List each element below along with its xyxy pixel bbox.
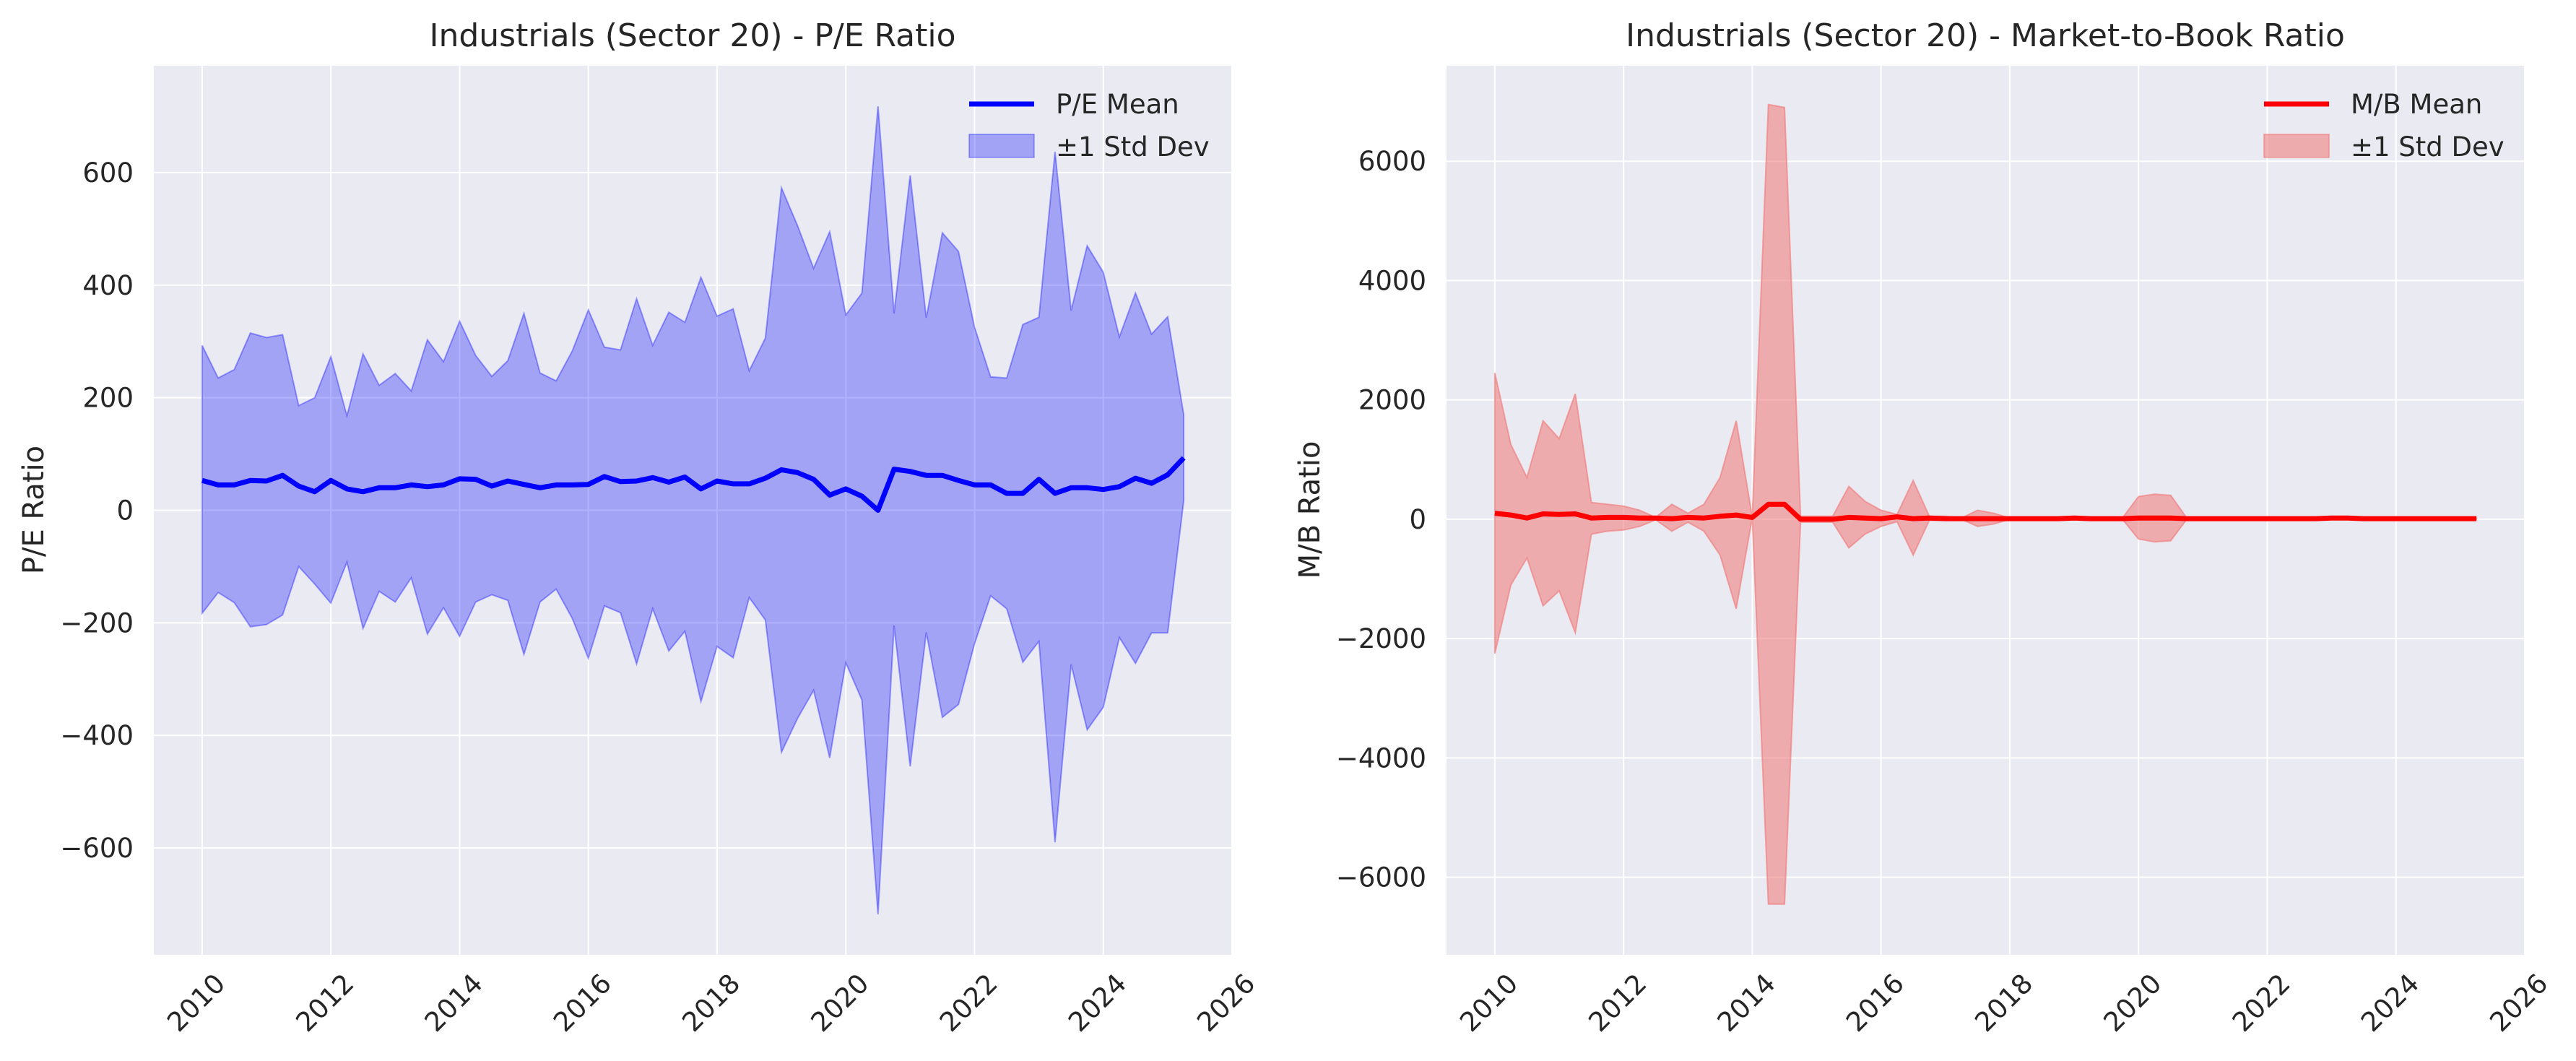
legend-label-mean: M/B Mean [2351, 89, 2482, 120]
chart-title: Industrials (Sector 20) - Market-to-Book… [1626, 17, 2345, 54]
y-axis-label: M/B Ratio [1293, 441, 1327, 579]
legend-band-swatch [2263, 134, 2330, 158]
pe-ratio-chart: 2010 2012 2014 2016 2018 2020 2022 2024 2026 −60… [17, 17, 1261, 1038]
x-tick-label: 2012 [1582, 968, 1652, 1038]
y-tick-label: −2000 [1336, 623, 1426, 654]
legend-band-swatch [968, 134, 1035, 158]
x-tick-label: 2014 [1712, 968, 1782, 1038]
legend: P/E Mean ±1 Std Dev [968, 89, 1210, 163]
y-tick-label: −4000 [1336, 742, 1426, 774]
x-tick-label: 2016 [1840, 968, 1910, 1038]
y-tick-label: 0 [116, 495, 134, 527]
x-tick-label: 2014 [419, 968, 489, 1038]
x-tick-label: 2012 [290, 968, 360, 1038]
legend-label-mean: P/E Mean [1056, 89, 1179, 120]
y-tick-label: 200 [82, 383, 134, 414]
y-tick-label: 400 [82, 270, 134, 301]
y-axis-ticks: −6000 −4000 −2000 0 2000 4000 6000 [1336, 146, 1426, 893]
legend-label-std-dev: ±1 Std Dev [2351, 131, 2505, 163]
y-tick-label: −6000 [1336, 862, 1426, 893]
grid-lines [1447, 66, 2525, 955]
x-tick-label: 2026 [1191, 968, 1261, 1038]
x-tick-label: 2020 [2098, 968, 2168, 1038]
mb-ratio-chart: 2010 2012 2014 2016 2018 2020 2022 2024 2026 −60… [1293, 17, 2554, 1038]
x-tick-label: 2020 [805, 968, 875, 1038]
y-tick-label: −400 [60, 720, 134, 751]
legend: M/B Mean ±1 Std Dev [2263, 89, 2505, 163]
y-tick-label: −200 [60, 607, 134, 638]
legend-label-std-dev: ±1 Std Dev [1056, 131, 1210, 163]
x-axis-ticks: 2010 2012 2014 2016 2018 2020 2022 2024 2026 [1454, 968, 2554, 1038]
chart-title: Industrials (Sector 20) - P/E Ratio [430, 17, 956, 54]
x-tick-label: 2018 [1969, 968, 2039, 1038]
x-tick-label: 2010 [161, 968, 231, 1038]
y-axis-label: P/E Ratio [17, 446, 51, 574]
mean-line [1494, 501, 2477, 522]
x-tick-label: 2022 [934, 968, 1004, 1038]
y-tick-label: −600 [60, 833, 134, 864]
x-tick-label: 2018 [676, 968, 746, 1038]
x-tick-label: 2026 [2484, 968, 2554, 1038]
x-axis-ticks: 2010 2012 2014 2016 2018 2020 2022 2024 2026 [161, 968, 1261, 1038]
y-tick-label: 0 [1409, 504, 1426, 535]
y-tick-label: 600 [82, 157, 134, 189]
y-tick-label: 4000 [1358, 265, 1426, 296]
y-tick-label: 2000 [1358, 385, 1426, 416]
x-tick-label: 2024 [1062, 968, 1132, 1038]
x-tick-label: 2016 [547, 968, 617, 1038]
x-tick-label: 2010 [1454, 968, 1524, 1038]
x-tick-label: 2022 [2226, 968, 2297, 1038]
x-tick-label: 2024 [2355, 968, 2425, 1038]
mean-line [201, 456, 1186, 513]
grid-lines [154, 66, 1233, 955]
std-dev-band [201, 106, 1185, 914]
y-tick-label: 6000 [1358, 146, 1426, 177]
y-axis-ticks: −600 −400 −200 0 200 400 600 [60, 157, 134, 864]
